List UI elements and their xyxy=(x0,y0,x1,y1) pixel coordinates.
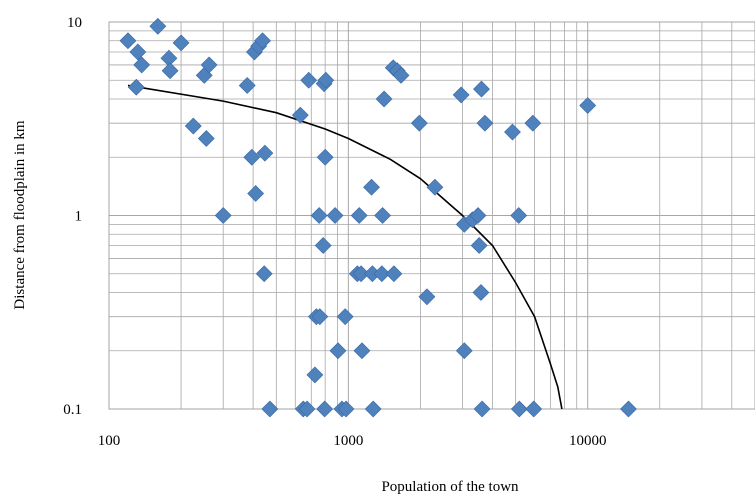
x-tick-label: 100 xyxy=(98,433,121,449)
data-point xyxy=(470,237,488,254)
data-point xyxy=(375,90,393,108)
data-point xyxy=(352,265,370,283)
data-point xyxy=(473,400,491,418)
data-point xyxy=(311,308,329,326)
x-tick-label: 1000 xyxy=(333,433,363,449)
data-point xyxy=(119,32,137,50)
data-point xyxy=(238,77,256,94)
data-point xyxy=(329,342,347,360)
data-point xyxy=(473,80,490,98)
data-point xyxy=(337,400,355,418)
data-point xyxy=(172,34,190,52)
data-point xyxy=(374,207,392,224)
data-point xyxy=(300,71,318,89)
data-point xyxy=(385,265,403,283)
data-point xyxy=(316,400,334,418)
data-point xyxy=(524,114,542,132)
data-point xyxy=(504,123,521,141)
data-point xyxy=(472,284,490,301)
data-point xyxy=(310,207,328,224)
data-point xyxy=(620,400,637,418)
data-point xyxy=(373,265,391,283)
data-point xyxy=(291,106,309,124)
data-point xyxy=(127,78,145,96)
data-point xyxy=(161,62,179,80)
data-point xyxy=(353,342,371,360)
data-point xyxy=(247,185,265,202)
data-point xyxy=(364,400,382,418)
data-point xyxy=(455,342,473,360)
y-axis-title: Distance from floodplain in km xyxy=(12,120,28,309)
data-point xyxy=(184,117,202,135)
y-tick-label: 10 xyxy=(67,15,82,31)
data-point xyxy=(256,144,274,162)
data-point xyxy=(133,56,151,74)
x-axis-title: Population of the town xyxy=(381,479,519,495)
data-markers xyxy=(119,17,637,418)
data-point xyxy=(243,148,261,166)
data-point xyxy=(476,114,494,132)
data-point xyxy=(392,66,410,84)
data-point xyxy=(336,308,354,326)
trendline xyxy=(127,84,563,410)
data-point xyxy=(510,400,528,418)
x-tick-label: 10000 xyxy=(569,433,607,449)
data-point xyxy=(525,400,543,418)
data-point xyxy=(306,366,324,384)
data-point xyxy=(214,207,232,224)
data-point xyxy=(452,86,470,104)
data-point xyxy=(298,400,316,418)
data-point xyxy=(510,207,528,224)
y-tick-label: 1 xyxy=(75,209,83,225)
data-point xyxy=(363,178,380,196)
data-point xyxy=(200,56,218,74)
y-tick-label: 0.1 xyxy=(63,402,82,418)
data-point xyxy=(469,207,487,224)
data-point xyxy=(326,207,344,224)
data-point xyxy=(254,32,271,50)
data-point xyxy=(350,207,368,224)
plot-area-border xyxy=(108,21,755,410)
data-point xyxy=(149,17,167,35)
data-point xyxy=(316,148,334,166)
data-point xyxy=(579,97,597,114)
data-point xyxy=(255,265,273,283)
tick-labels: 100 1000 10000 0.1 1 10 xyxy=(63,15,606,449)
data-point xyxy=(261,400,279,418)
data-point xyxy=(410,114,428,132)
data-point xyxy=(426,178,444,196)
data-point xyxy=(314,237,332,254)
data-point xyxy=(197,130,215,147)
data-point xyxy=(317,71,335,89)
data-point xyxy=(129,43,147,61)
data-point xyxy=(418,288,436,306)
